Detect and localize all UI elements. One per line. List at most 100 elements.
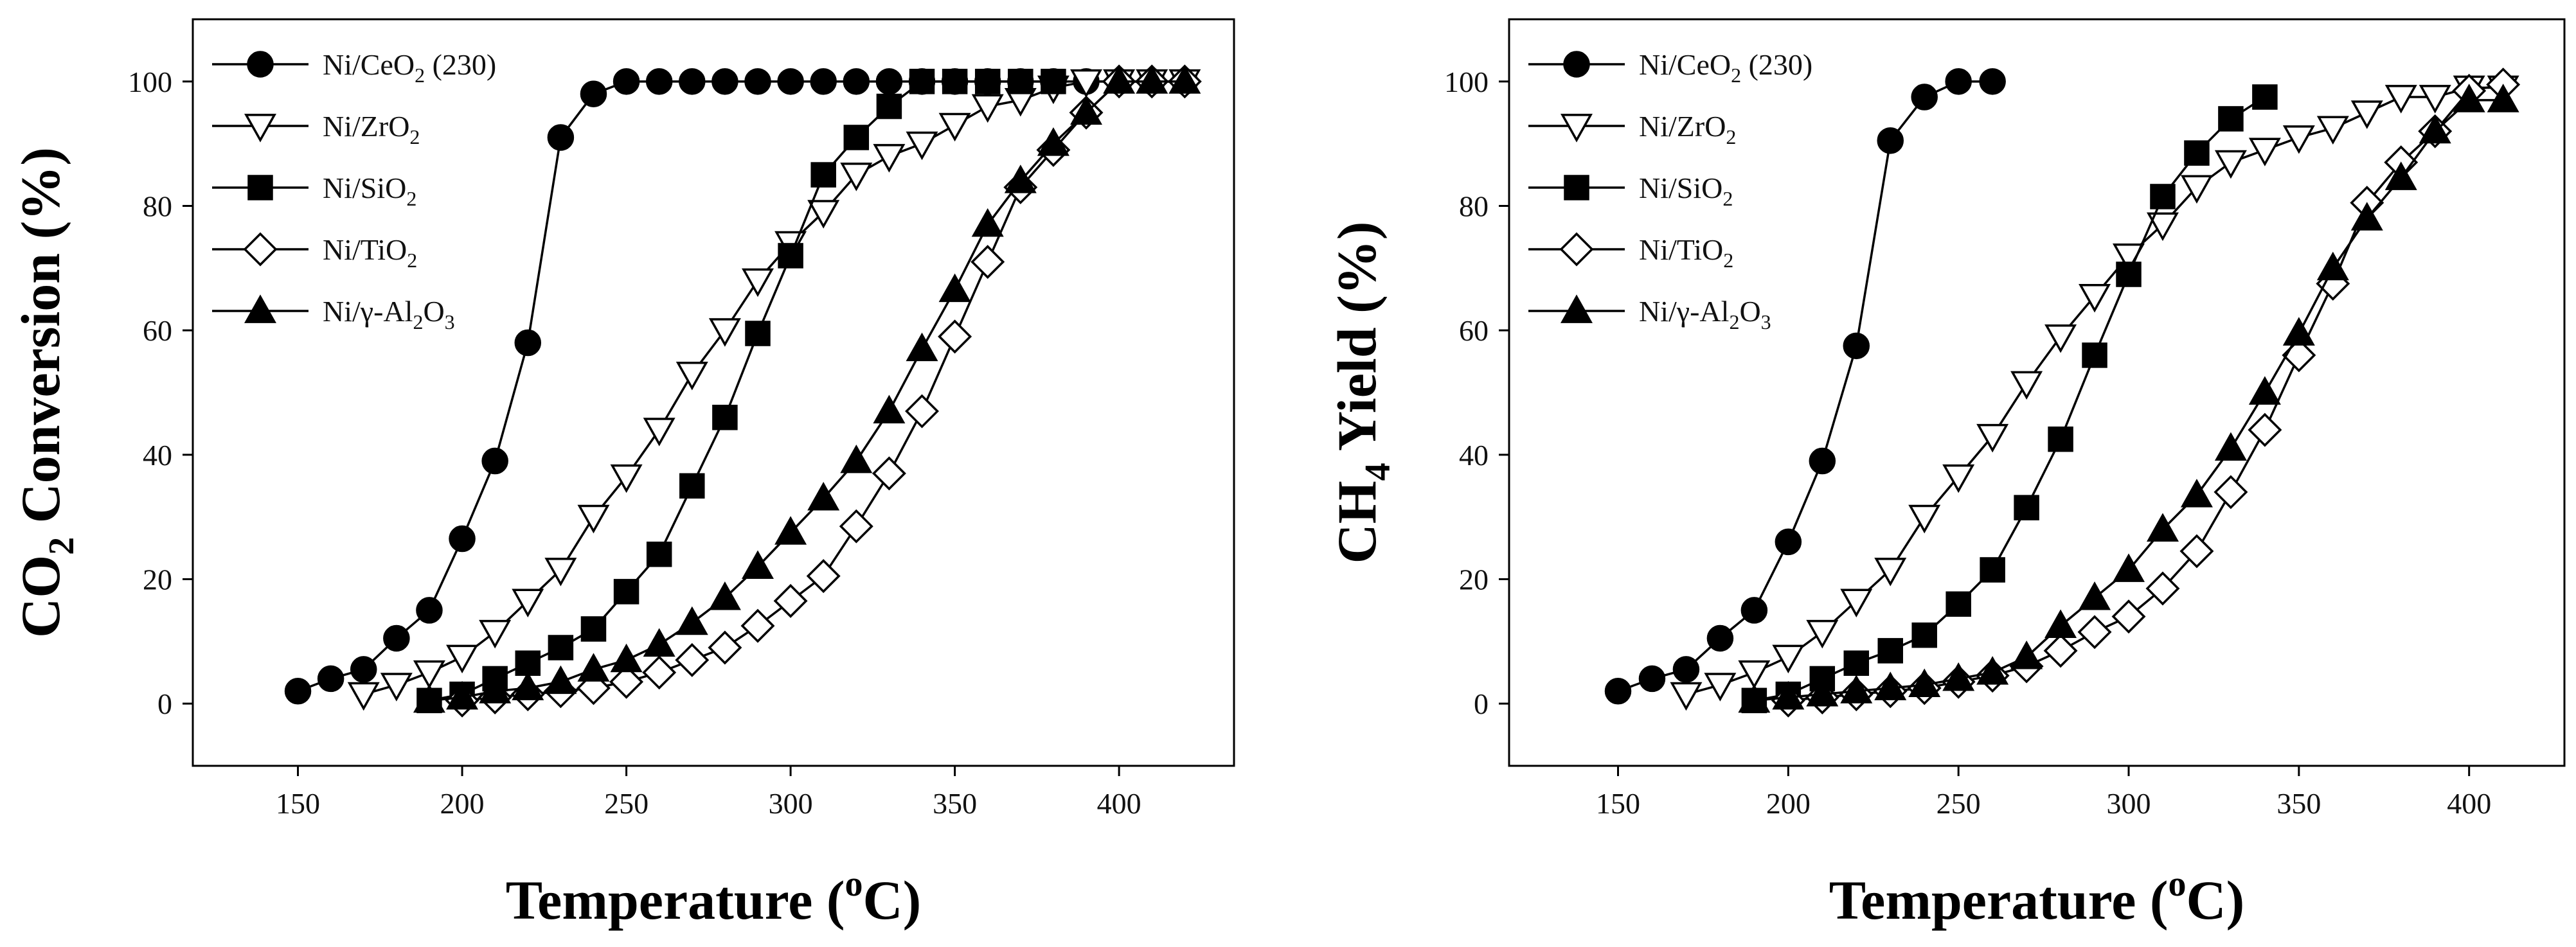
- data-point: [875, 68, 903, 95]
- data-point: [905, 394, 939, 429]
- data-point: [970, 245, 1005, 279]
- data-point: [971, 94, 1004, 123]
- data-point: [2214, 432, 2247, 461]
- data-point: [514, 329, 542, 357]
- data-point: [2350, 100, 2383, 129]
- data-point: [610, 464, 643, 493]
- data-point: [2252, 84, 2278, 110]
- legend-entry-5: Ni/γ-Al2O3: [1528, 294, 1771, 333]
- legend-label: Ni/ZrO2: [323, 110, 420, 148]
- data-point: [1945, 68, 1972, 95]
- data-point: [1908, 668, 1941, 698]
- data-point: [2180, 175, 2213, 204]
- y-tick-label: 40: [1459, 439, 1489, 472]
- legend-entry-2: Ni/ZrO2: [1528, 110, 1736, 148]
- x-tick-label: 300: [2107, 787, 2151, 820]
- x-tick-label: 400: [2447, 787, 2491, 820]
- legend-entry-1: Ni/CeO2 (230): [1528, 48, 1812, 87]
- data-point: [906, 131, 938, 161]
- data-point: [1670, 682, 1703, 711]
- data-point: [876, 93, 902, 119]
- data-point: [872, 456, 906, 491]
- legend-marker: [247, 175, 273, 200]
- y-tick-label: 0: [157, 687, 172, 720]
- data-point: [1136, 65, 1168, 94]
- data-point: [446, 680, 479, 710]
- data-point: [2487, 84, 2519, 112]
- data-point: [347, 682, 380, 711]
- data-point: [2145, 571, 2180, 606]
- legend-marker: [244, 294, 276, 323]
- x-tick-label: 400: [1097, 787, 1141, 820]
- data-point: [1738, 684, 1771, 713]
- data-point: [2248, 376, 2281, 405]
- data-point: [2146, 212, 2179, 242]
- data-point: [2044, 609, 2077, 639]
- data-point: [610, 643, 643, 673]
- data-point: [1772, 644, 1805, 674]
- data-point: [577, 653, 610, 682]
- y-axis-title: CH4 Yield (%): [1326, 222, 1398, 564]
- legend-label: Ni/γ-Al2O3: [1639, 295, 1771, 333]
- chart-panel-2: 150 200 250 300 350 400 0 20 40 60 80 100 Temperatur…: [1326, 18, 2566, 931]
- y-tick-label: 60: [1459, 314, 1489, 347]
- data-point: [2214, 150, 2247, 179]
- data-point: [515, 650, 541, 676]
- data-point: [742, 268, 774, 297]
- data-point: [544, 558, 577, 587]
- data-point: [446, 644, 479, 674]
- data-point: [745, 321, 771, 346]
- data-point: [2214, 475, 2248, 509]
- data-point: [2282, 317, 2315, 346]
- y-tick-label: 100: [128, 66, 172, 98]
- legend-marker: [247, 51, 274, 78]
- x-tick-label: 250: [1936, 787, 1981, 820]
- data-point: [284, 678, 312, 705]
- y-tick-label: 0: [1474, 687, 1489, 720]
- data-point: [2079, 283, 2111, 313]
- data-point: [1942, 464, 1975, 493]
- data-point: [548, 635, 574, 660]
- y-tick-label: 80: [143, 190, 172, 223]
- data-point: [906, 332, 938, 362]
- data-point: [774, 516, 807, 545]
- data-point: [807, 482, 840, 511]
- legend-marker: [1564, 175, 1589, 200]
- x-tick-label: 350: [2276, 787, 2321, 820]
- data-point: [679, 68, 706, 95]
- x-tick-label: 200: [1766, 787, 1811, 820]
- data-point: [1908, 504, 1941, 534]
- data-point: [2111, 599, 2146, 634]
- data-point: [2048, 426, 2073, 452]
- data-point: [675, 642, 710, 677]
- data-point: [1740, 597, 1768, 624]
- legend-label: Ni/TiO2: [1639, 233, 1733, 272]
- legend-label: Ni/ZrO2: [1639, 110, 1736, 148]
- data-point: [2180, 479, 2213, 508]
- legend-entry-2: Ni/ZrO2: [212, 110, 420, 148]
- data-point: [1070, 69, 1103, 98]
- legend-marker: [1563, 51, 1590, 78]
- data-point: [938, 273, 971, 303]
- y-tick-label: 20: [1459, 563, 1489, 596]
- data-point: [1840, 589, 1873, 617]
- legend-entry-5: Ni/γ-Al2O3: [212, 294, 455, 333]
- data-point: [642, 655, 677, 690]
- data-point: [2419, 85, 2451, 114]
- x-tick-label: 250: [604, 787, 648, 820]
- data-point: [909, 69, 935, 94]
- data-point: [2184, 140, 2210, 166]
- legend-entry-4: Ni/TiO2: [212, 232, 417, 272]
- data-point: [2082, 342, 2107, 368]
- plot-frame: [1508, 18, 2566, 767]
- data-point: [1877, 127, 1904, 154]
- data-point: [1942, 662, 1975, 691]
- data-point: [1976, 423, 2009, 453]
- data-point: [742, 550, 774, 580]
- data-point: [1706, 624, 1734, 652]
- data-point: [708, 318, 741, 347]
- series-line: [1788, 83, 2503, 702]
- legend-label: Ni/TiO2: [323, 233, 417, 272]
- data-point: [2218, 106, 2244, 132]
